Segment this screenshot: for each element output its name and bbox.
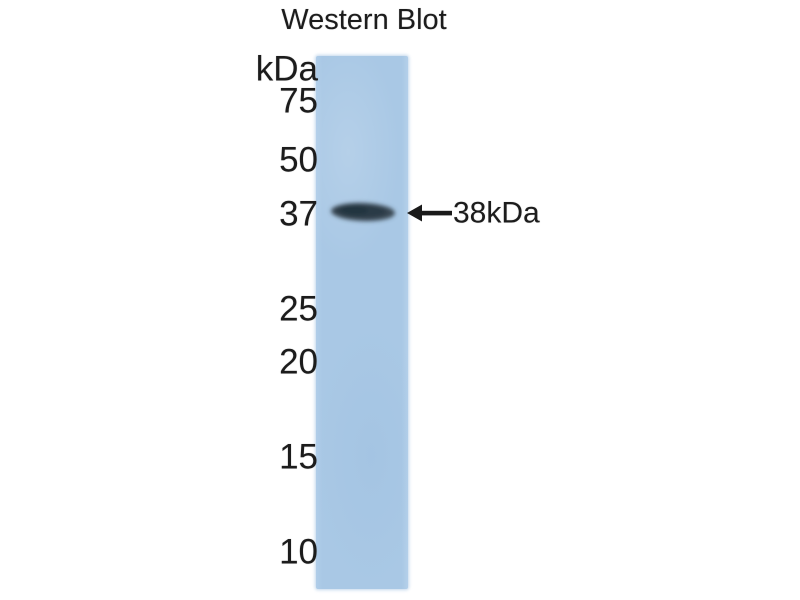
ladder-unit-label: kDa	[255, 49, 318, 89]
band-weight-label: 38kDa	[453, 196, 540, 230]
ladder-label-10: 10	[279, 532, 318, 572]
protein-band	[331, 202, 395, 222]
left-arrow-icon	[407, 204, 452, 222]
ladder-label-15: 15	[279, 437, 318, 477]
ladder-label-20: 20	[279, 342, 318, 382]
figure-title: Western Blot	[281, 4, 447, 36]
ladder-label-37: 37	[279, 194, 318, 234]
ladder-label-25: 25	[279, 289, 318, 329]
gel-lane	[316, 56, 408, 589]
ladder-label-75: 75	[279, 81, 318, 121]
ladder-label-50: 50	[279, 140, 318, 180]
